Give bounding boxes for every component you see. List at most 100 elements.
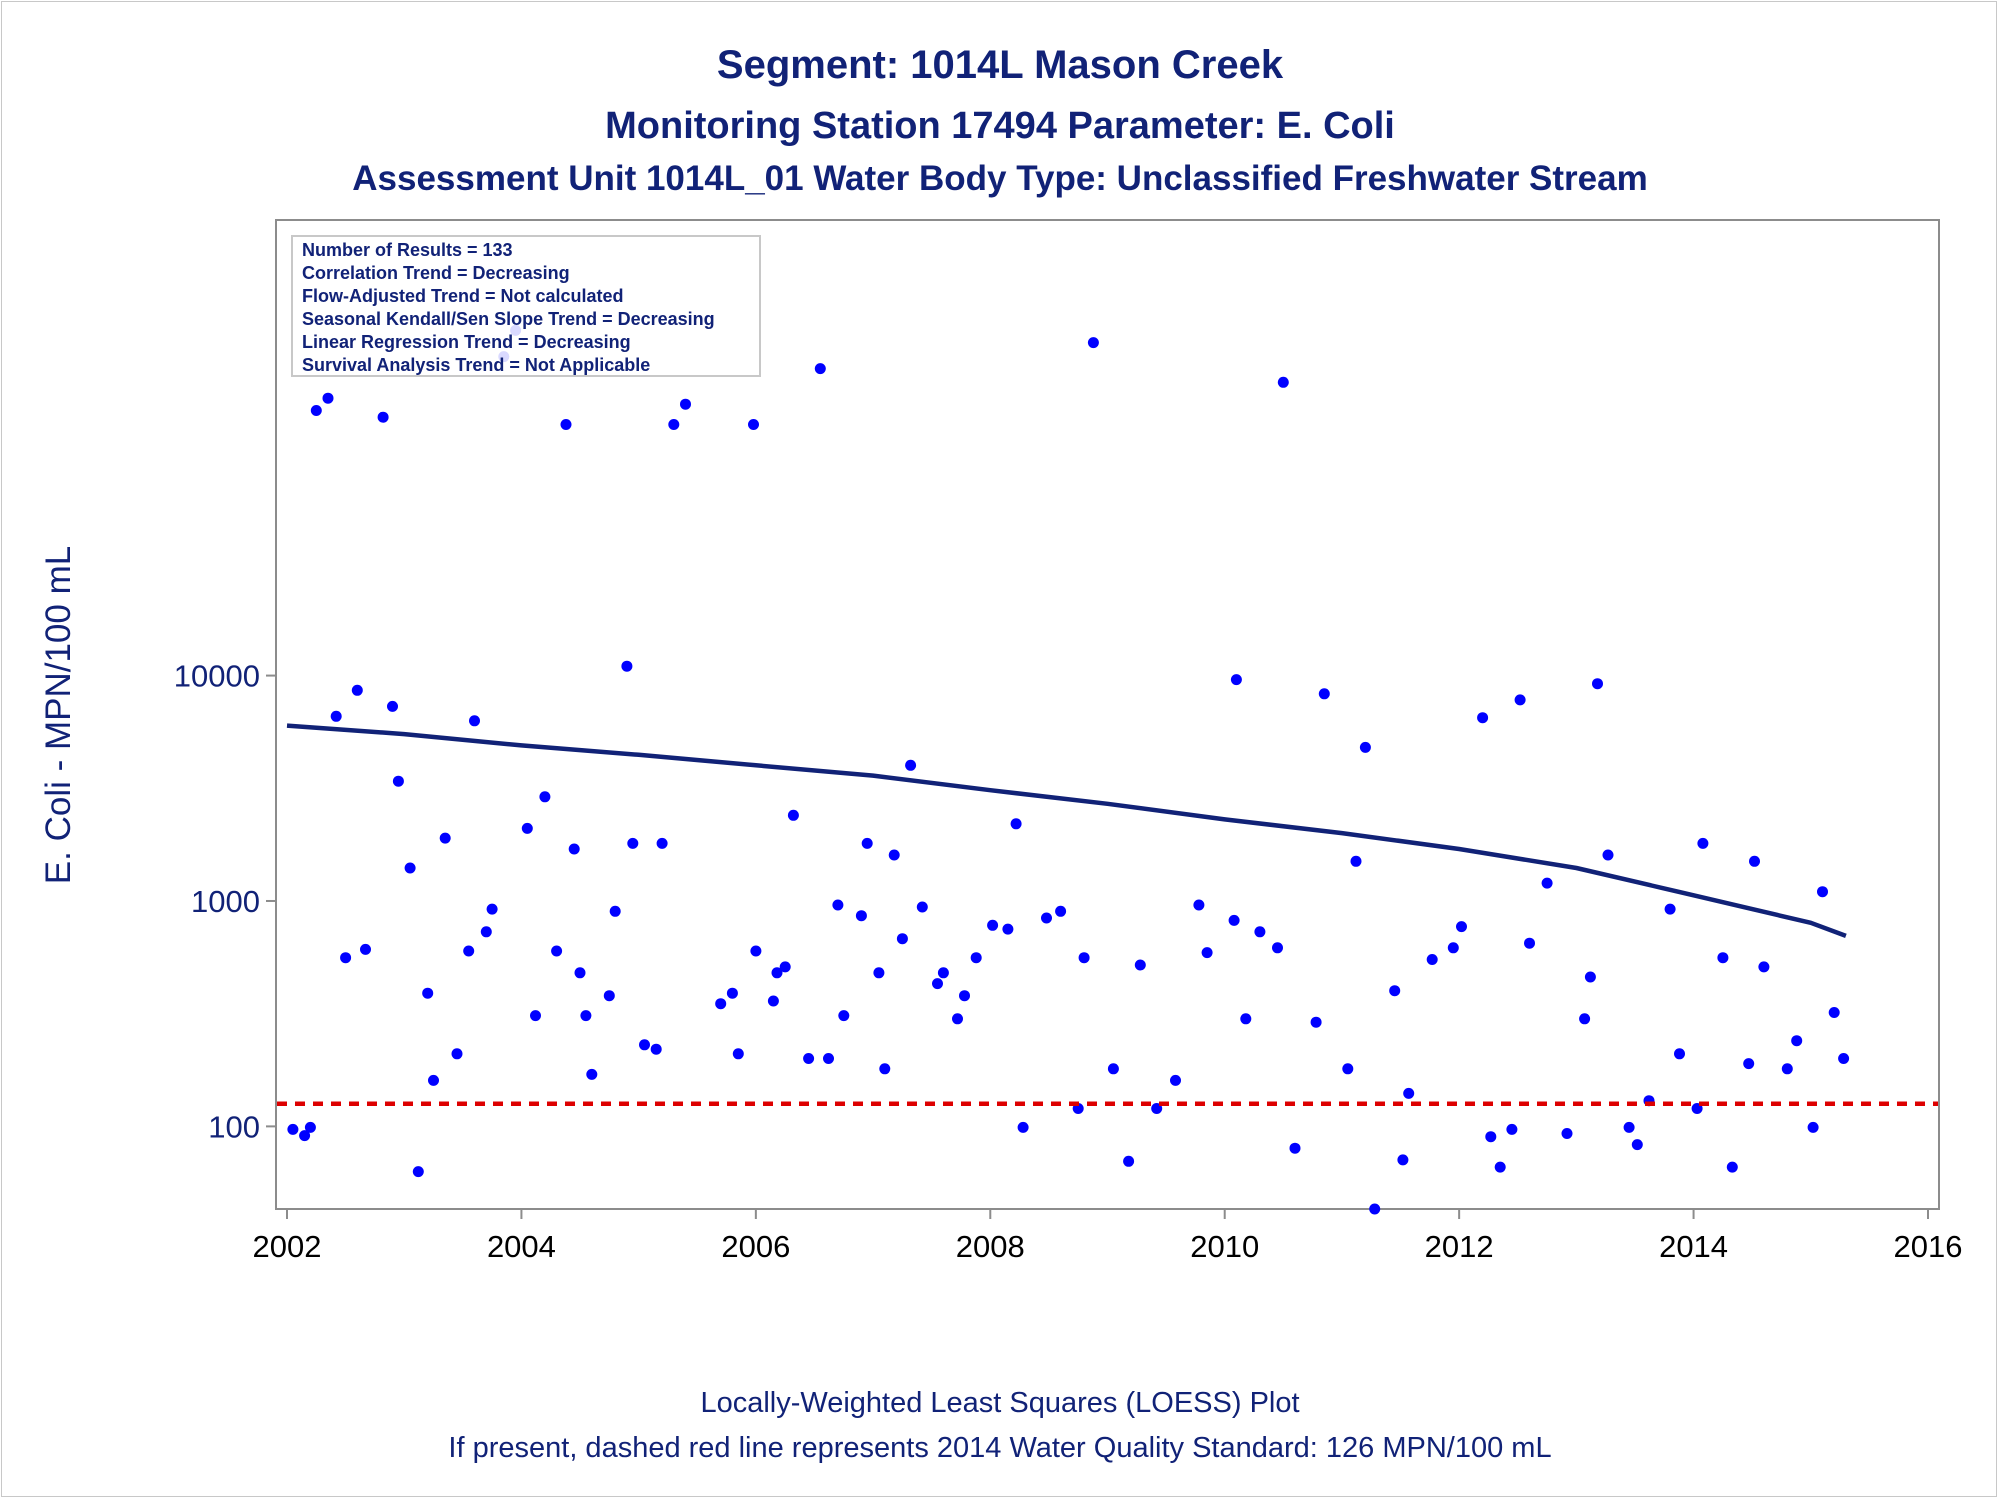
- data-point: [586, 1068, 598, 1080]
- data-point: [1584, 971, 1596, 983]
- annotation-box: Number of Results = 133 Correlation Tren…: [291, 235, 761, 377]
- data-point: [627, 837, 639, 849]
- data-point: [1359, 741, 1371, 753]
- data-point: [932, 978, 943, 990]
- data-point: [1017, 1121, 1029, 1133]
- data-point: [838, 1010, 850, 1022]
- data-point: [428, 1074, 439, 1086]
- data-point: [560, 419, 572, 430]
- annotation-box-frame: [291, 235, 761, 377]
- data-point: [814, 363, 826, 375]
- data-point: [1494, 1161, 1506, 1173]
- data-point: [568, 843, 580, 855]
- data-point: [1389, 985, 1401, 997]
- data-point: [1134, 959, 1146, 971]
- data-point: [767, 995, 779, 1007]
- x-tick-label: 2016: [1894, 1229, 1963, 1264]
- annotation-survival: Survival Analysis Trend = Not Applicable: [302, 355, 650, 375]
- data-point: [1254, 926, 1266, 938]
- data-point: [412, 1166, 424, 1178]
- data-point: [1674, 1048, 1685, 1060]
- data-point: [787, 809, 799, 821]
- chart-subtitle: Monitoring Station 17494 Parameter: E. C…: [605, 105, 1395, 147]
- data-point: [916, 901, 928, 913]
- x-tick-label: 2006: [721, 1229, 790, 1264]
- annotation-correlation: Correlation Trend = Decreasing: [302, 263, 570, 283]
- data-point: [952, 1013, 963, 1025]
- data-point: [1277, 376, 1289, 388]
- x-tick-label: 2004: [487, 1229, 556, 1264]
- data-point: [1817, 886, 1828, 898]
- data-point: [1170, 1074, 1181, 1086]
- data-point: [987, 919, 999, 931]
- data-point: [340, 952, 352, 964]
- data-point: [539, 791, 551, 803]
- data-point: [451, 1048, 463, 1060]
- data-point: [779, 961, 791, 973]
- data-point: [1447, 942, 1459, 954]
- x-tick-label: 2012: [1425, 1229, 1494, 1264]
- data-point: [521, 822, 533, 834]
- data-point: [639, 1039, 650, 1051]
- data-point: [530, 1010, 541, 1022]
- data-point: [771, 967, 783, 979]
- data-point: [896, 933, 908, 945]
- data-point: [873, 967, 885, 979]
- data-point: [832, 899, 844, 911]
- data-point: [1002, 923, 1014, 935]
- data-point: [1602, 849, 1614, 861]
- data-point: [330, 710, 342, 722]
- data-point: [732, 1048, 744, 1060]
- data-point: [1228, 914, 1240, 926]
- data-point: [1369, 1203, 1381, 1215]
- data-point: [1485, 1131, 1497, 1143]
- data-point: [1631, 1139, 1643, 1151]
- data-point: [1272, 942, 1283, 954]
- y-tick-label: 10000: [174, 659, 260, 694]
- data-point: [656, 837, 668, 849]
- data-point: [1041, 912, 1052, 924]
- data-point: [304, 1121, 316, 1133]
- data-point: [937, 967, 949, 979]
- data-point: [1230, 674, 1242, 686]
- data-point: [1350, 855, 1362, 867]
- data-point: [439, 832, 451, 844]
- data-point: [1078, 952, 1090, 964]
- data-points: [287, 324, 1850, 1215]
- x-tick-label: 2010: [1190, 1229, 1259, 1264]
- data-point: [1426, 954, 1438, 965]
- y-axis-label: E. Coli - MPN/100 mL: [39, 546, 78, 884]
- y-axis: 100 1000 10000: [174, 659, 276, 1144]
- data-point: [603, 990, 615, 1002]
- data-point: [580, 1010, 592, 1022]
- data-point: [668, 419, 680, 430]
- y-tick-label: 1000: [191, 884, 260, 919]
- data-point: [322, 392, 334, 404]
- loess-layer: [286, 723, 1847, 939]
- data-point: [861, 837, 873, 849]
- data-point: [1514, 694, 1526, 706]
- data-point: [1107, 1063, 1119, 1075]
- data-point: [1087, 337, 1099, 349]
- data-point: [1717, 952, 1729, 964]
- data-point: [1726, 1161, 1738, 1173]
- data-point: [351, 684, 363, 696]
- data-point: [1289, 1142, 1301, 1154]
- data-point: [1477, 712, 1489, 724]
- data-point: [888, 849, 900, 861]
- data-point: [574, 967, 586, 979]
- data-point: [905, 759, 917, 771]
- footnote-loess: Locally-Weighted Least Squares (LOESS) P…: [700, 1387, 1299, 1419]
- chart-subtitle-2: Assessment Unit 1014L_01 Water Body Type…: [352, 159, 1647, 198]
- data-point: [360, 943, 371, 955]
- plot-area: [275, 219, 1940, 1210]
- data-point: [1403, 1087, 1415, 1099]
- data-point: [1592, 678, 1603, 690]
- data-point: [609, 905, 621, 917]
- data-point: [486, 903, 498, 915]
- data-point: [1055, 905, 1067, 917]
- data-point: [463, 945, 475, 957]
- data-point: [1791, 1035, 1803, 1047]
- data-point: [1010, 818, 1022, 830]
